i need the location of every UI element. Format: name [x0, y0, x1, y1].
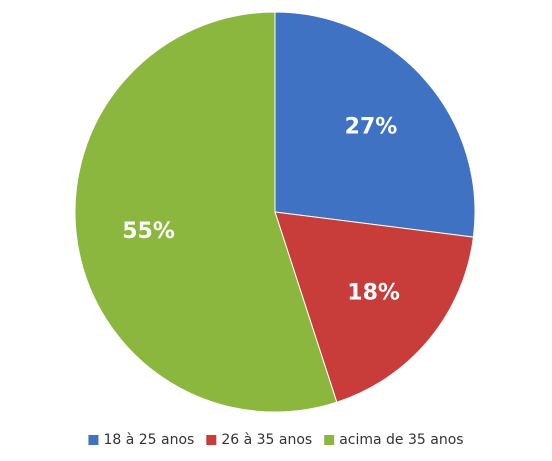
pie-slice	[274, 11, 476, 238]
legend-label: 26 à 35 anos	[221, 432, 312, 448]
legend-swatch	[324, 435, 335, 445]
pie-slice	[74, 11, 338, 413]
pie-slice	[274, 211, 474, 403]
slice-label: 27%	[345, 114, 398, 139]
slice-label: 18%	[347, 281, 400, 306]
legend-label: acima de 35 anos	[339, 432, 463, 448]
legend-swatch	[206, 435, 217, 445]
legend-swatch	[88, 435, 99, 445]
slice-label: 55%	[122, 219, 175, 244]
legend-label: 18 à 25 anos	[103, 432, 194, 448]
